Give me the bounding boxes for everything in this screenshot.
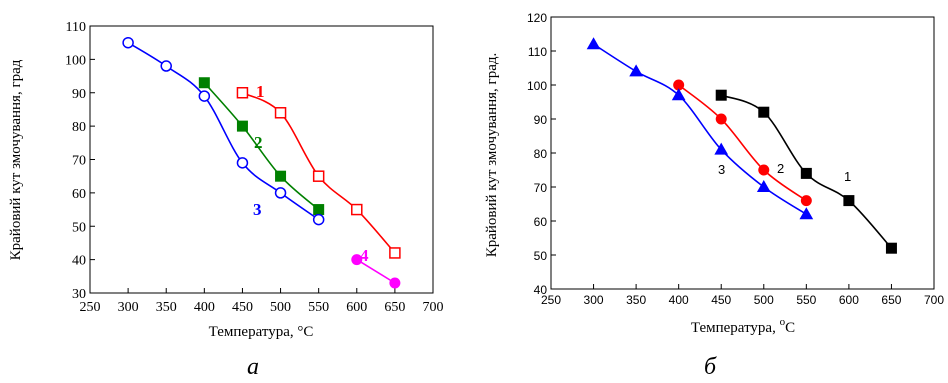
panel-b-x-tick-label: 600 [839, 293, 859, 307]
panel-b-y-axis-label: Крайовий кут змочування, град. [484, 53, 500, 258]
panel-a-x-tick-label: 250 [80, 300, 101, 315]
panel-a-series-3-label: 3 [253, 200, 262, 219]
panel-b-markers [586, 37, 897, 254]
panel-a-y-tick-label: 80 [72, 120, 86, 135]
panel-a-x-tick-label: 500 [270, 300, 291, 315]
panel-a-series-2-point [198, 77, 210, 89]
panel-a-y-tick-label: 70 [72, 154, 86, 169]
panel-b-y-tick-label: 90 [534, 113, 548, 127]
panel-a-markers [122, 36, 401, 289]
panel-b-series-1-point [800, 167, 812, 179]
panel-b-x-tick-label: 550 [796, 293, 816, 307]
panel-b-series-1-label: 1 [844, 169, 851, 184]
panel-a-curves [127, 42, 396, 284]
panel-b-y-tick-label: 70 [534, 181, 548, 195]
panel-a-series-3-point [274, 187, 287, 199]
panel-a-series-1-label: 1 [256, 82, 265, 101]
panel-b-series-3-line [593, 43, 807, 215]
panel-a-y-axis-label: Крайовий кут змочування, град [8, 59, 24, 260]
panel-b-x-tick-label: 500 [754, 293, 774, 307]
panel-b-series-2-line [678, 84, 807, 202]
panel-b-series-1-point [758, 106, 770, 118]
panel-a-y-tick-label: 100 [65, 53, 86, 68]
panel-b-series-1-point [843, 195, 855, 207]
panel-b-y-tick-label: 100 [527, 79, 547, 93]
panel-b-x-tick-label: 450 [711, 293, 731, 307]
panel-a-y-tick-label: 30 [72, 287, 86, 302]
panel-a-letter: а [247, 354, 259, 380]
panel-b-series-2-label: 2 [777, 161, 784, 176]
panel-b-series-3-point [756, 179, 771, 192]
panel-b-series-1-point [715, 89, 727, 101]
panel-b-y-tick-label: 80 [534, 147, 548, 161]
panel-b-y-tick-label: 110 [528, 45, 547, 59]
panel-a: 250 300 350 400 450 500 550 600 650 700 30 40 50 60 70… [8, 20, 444, 380]
panel-a-x-tick-label: 600 [346, 300, 367, 315]
panel-b-series-3-point [671, 88, 686, 101]
panel-a-x-tick-label: 650 [384, 300, 405, 315]
panel-a-series-2-point [313, 204, 325, 216]
panel-b-series-1-point [885, 242, 897, 254]
panel-a-y-tick-label: 40 [72, 254, 86, 269]
panel-a-y-tick-label: 90 [72, 87, 86, 102]
panel-b-ticks: 250 300 350 400 450 500 550 600 650 700 40 50 60 70 80… [527, 11, 944, 307]
panel-b-y-tick-label: 50 [534, 249, 548, 263]
panel-a-series-3-line [127, 42, 320, 221]
panel-b-series-3-point [586, 37, 601, 50]
panel-a-series-4-line [356, 258, 396, 284]
panel-a-series-4-label: 4 [360, 246, 369, 265]
panel-a-series-3-point [198, 90, 211, 102]
panel-b: 250 300 350 400 450 500 550 600 650 700 40 50 60 70 80… [484, 11, 944, 380]
panel-b-y-tick-label: 40 [534, 283, 548, 297]
panel-a-series-2-point [236, 120, 248, 132]
panel-a-series-1-point [312, 170, 325, 182]
panel-a-x-tick-label: 400 [194, 300, 215, 315]
panel-a-y-tick-label: 110 [66, 20, 86, 35]
panel-a-series-2-label: 2 [254, 133, 263, 152]
panel-a-series-3-point [122, 36, 134, 49]
panel-b-y-tick-label: 120 [527, 11, 547, 25]
panel-a-y-tick-label: 50 [72, 220, 86, 235]
panel-b-series-2-point [758, 164, 770, 176]
panel-b-x-tick-label: 400 [669, 293, 689, 307]
panel-a-y-tick-label: 60 [72, 187, 86, 202]
panel-b-x-tick-label: 700 [924, 293, 944, 307]
panel-b-plot-frame [550, 16, 935, 290]
panel-b-series-3-point [799, 207, 814, 220]
panel-a-series-2-line [203, 82, 320, 211]
panel-a-x-tick-label: 700 [423, 300, 444, 315]
panel-b-x-tick-label: 250 [541, 293, 561, 307]
panel-a-series-3-point [236, 157, 249, 169]
panel-b-series-3-point [629, 64, 643, 77]
panel-b-y-tick-label: 60 [534, 215, 548, 229]
panel-a-x-tick-label: 550 [308, 300, 329, 315]
panel-a-series-3-point [160, 60, 172, 72]
panel-a-series-2-point [275, 170, 287, 182]
panel-b-series-2-point [800, 195, 812, 207]
panel-b-series-2-point [715, 113, 727, 125]
panel-a-x-tick-label: 450 [232, 300, 253, 315]
panel-b-x-tick-label: 650 [881, 293, 901, 307]
panel-b-x-axis-label: Температура, oC [691, 316, 795, 336]
panel-b-x-tick-label: 350 [626, 293, 646, 307]
panel-a-series-1-point [274, 107, 287, 119]
panel-a-x-axis-label: Температура, °С [209, 324, 314, 340]
panel-b-series-3-label: 3 [718, 162, 725, 177]
panel-b-series-3-point [714, 142, 729, 155]
panel-a-series-4-point [389, 277, 401, 289]
panel-a-series-3-point [312, 213, 325, 226]
panel-a-x-tick-label: 350 [156, 300, 177, 315]
panel-a-ticks: 250 300 350 400 450 500 550 600 650 700 30 40 50 60 70… [65, 20, 444, 315]
panel-a-series-1-point [389, 247, 401, 259]
panel-a-series-1-point [351, 203, 363, 216]
panel-b-x-tick-label: 300 [584, 293, 604, 307]
panel-a-series-4-point [351, 254, 363, 266]
panel-b-letter: б [704, 354, 717, 380]
panel-a-series-1-point [236, 87, 249, 99]
panel-a-plot-frame [89, 25, 434, 294]
panel-a-x-tick-label: 300 [118, 300, 139, 315]
